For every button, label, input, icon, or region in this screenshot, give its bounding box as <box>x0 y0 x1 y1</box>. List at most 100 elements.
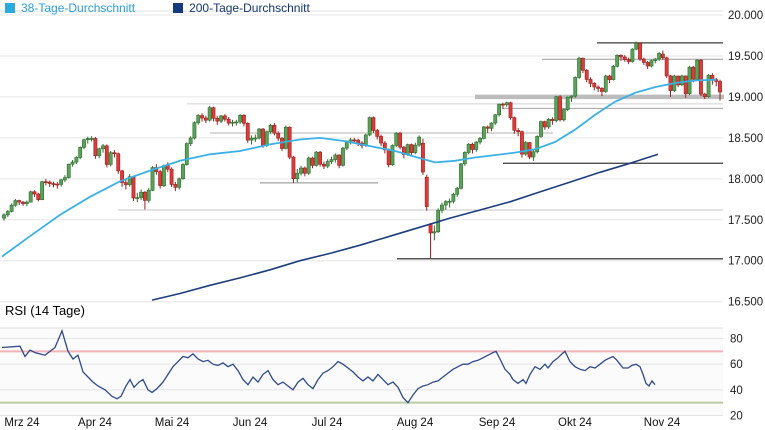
candle <box>162 164 166 188</box>
price-axis-label: 19.500 <box>728 51 763 63</box>
price-axis-label: 17.000 <box>728 256 763 268</box>
month-label: Okt 24 <box>558 417 592 429</box>
candle <box>299 165 303 176</box>
candle-body <box>131 176 136 199</box>
candle-body <box>470 143 475 150</box>
candle-body <box>363 134 368 146</box>
candle-body <box>542 121 547 128</box>
candle-body <box>200 115 204 119</box>
candle-body <box>592 83 597 88</box>
candle <box>638 42 642 61</box>
candle-body <box>459 163 463 189</box>
candle <box>474 141 479 152</box>
month-label: Jul 24 <box>312 417 343 429</box>
candle <box>55 182 60 189</box>
candle-body <box>43 181 48 183</box>
candle-body <box>5 211 10 216</box>
candle-body <box>268 125 273 133</box>
legend-item-ma38[interactable]: 38-Tage-Durchschnitt <box>5 1 135 15</box>
candle-body <box>120 170 124 183</box>
candle <box>493 114 498 125</box>
candle <box>268 123 273 134</box>
candle <box>367 116 372 137</box>
candle-body <box>188 137 193 144</box>
candle-body <box>112 152 117 154</box>
candle <box>619 54 623 61</box>
candle-body <box>295 172 300 179</box>
candle-body <box>253 137 258 140</box>
candle-body <box>21 201 25 204</box>
candle <box>680 74 684 87</box>
candle <box>116 152 121 174</box>
candle-body <box>699 59 703 95</box>
candle <box>653 58 658 64</box>
candle-body <box>508 102 513 118</box>
candle-body <box>146 189 151 201</box>
candle-body <box>352 139 357 142</box>
candle-body <box>242 115 246 124</box>
candle <box>43 178 48 186</box>
candle <box>215 115 220 125</box>
candle <box>440 202 444 214</box>
candle <box>565 96 570 111</box>
candle-body <box>245 122 250 141</box>
candle <box>337 154 342 169</box>
candle <box>249 135 254 145</box>
candle <box>356 138 361 147</box>
candle-body <box>638 42 642 60</box>
candle <box>287 126 292 160</box>
candle <box>291 155 296 183</box>
candle-body <box>299 167 303 174</box>
candle-body <box>394 132 399 146</box>
candle <box>664 56 669 79</box>
legend-item-ma200[interactable]: 200-Tage-Durchschnitt <box>173 1 310 15</box>
candle <box>561 108 566 122</box>
candle <box>314 150 319 167</box>
candle <box>131 175 136 201</box>
candle-body <box>424 176 429 207</box>
candle <box>184 142 189 166</box>
candle-body <box>390 145 395 166</box>
candle-body <box>440 204 444 211</box>
candle <box>573 76 578 98</box>
candle-body <box>611 65 616 80</box>
candle <box>200 113 204 122</box>
candle-body <box>47 181 52 184</box>
candle <box>242 114 246 127</box>
candle-body <box>428 224 433 234</box>
candle-body <box>455 187 460 195</box>
candle <box>706 73 711 98</box>
candle <box>222 114 227 122</box>
candle-body <box>619 55 623 58</box>
candle <box>24 200 29 207</box>
candle <box>188 136 193 147</box>
candle <box>51 181 56 188</box>
candle-body <box>702 93 707 97</box>
candle <box>97 147 102 159</box>
candle-body <box>398 132 402 148</box>
candle-body <box>249 137 254 141</box>
candle-body <box>649 60 654 67</box>
candle-body <box>82 139 86 148</box>
candle <box>546 118 551 129</box>
candle <box>283 125 288 150</box>
price-axis-label: 18.000 <box>728 174 763 186</box>
candle-body <box>375 130 380 137</box>
candle <box>695 59 700 81</box>
candle <box>112 150 117 158</box>
candle <box>253 134 258 142</box>
candle-body <box>162 165 166 186</box>
candle-body <box>55 183 60 186</box>
candle-body <box>478 138 482 143</box>
candle <box>382 141 387 154</box>
candle-body <box>558 96 562 121</box>
candle-body <box>230 121 235 124</box>
candle-body <box>337 154 342 166</box>
candle <box>413 142 418 155</box>
candle <box>139 189 144 201</box>
ma200-legend-label: 200-Tage-Durchschnitt <box>189 0 310 15</box>
candle <box>622 55 627 62</box>
candle <box>28 190 33 203</box>
